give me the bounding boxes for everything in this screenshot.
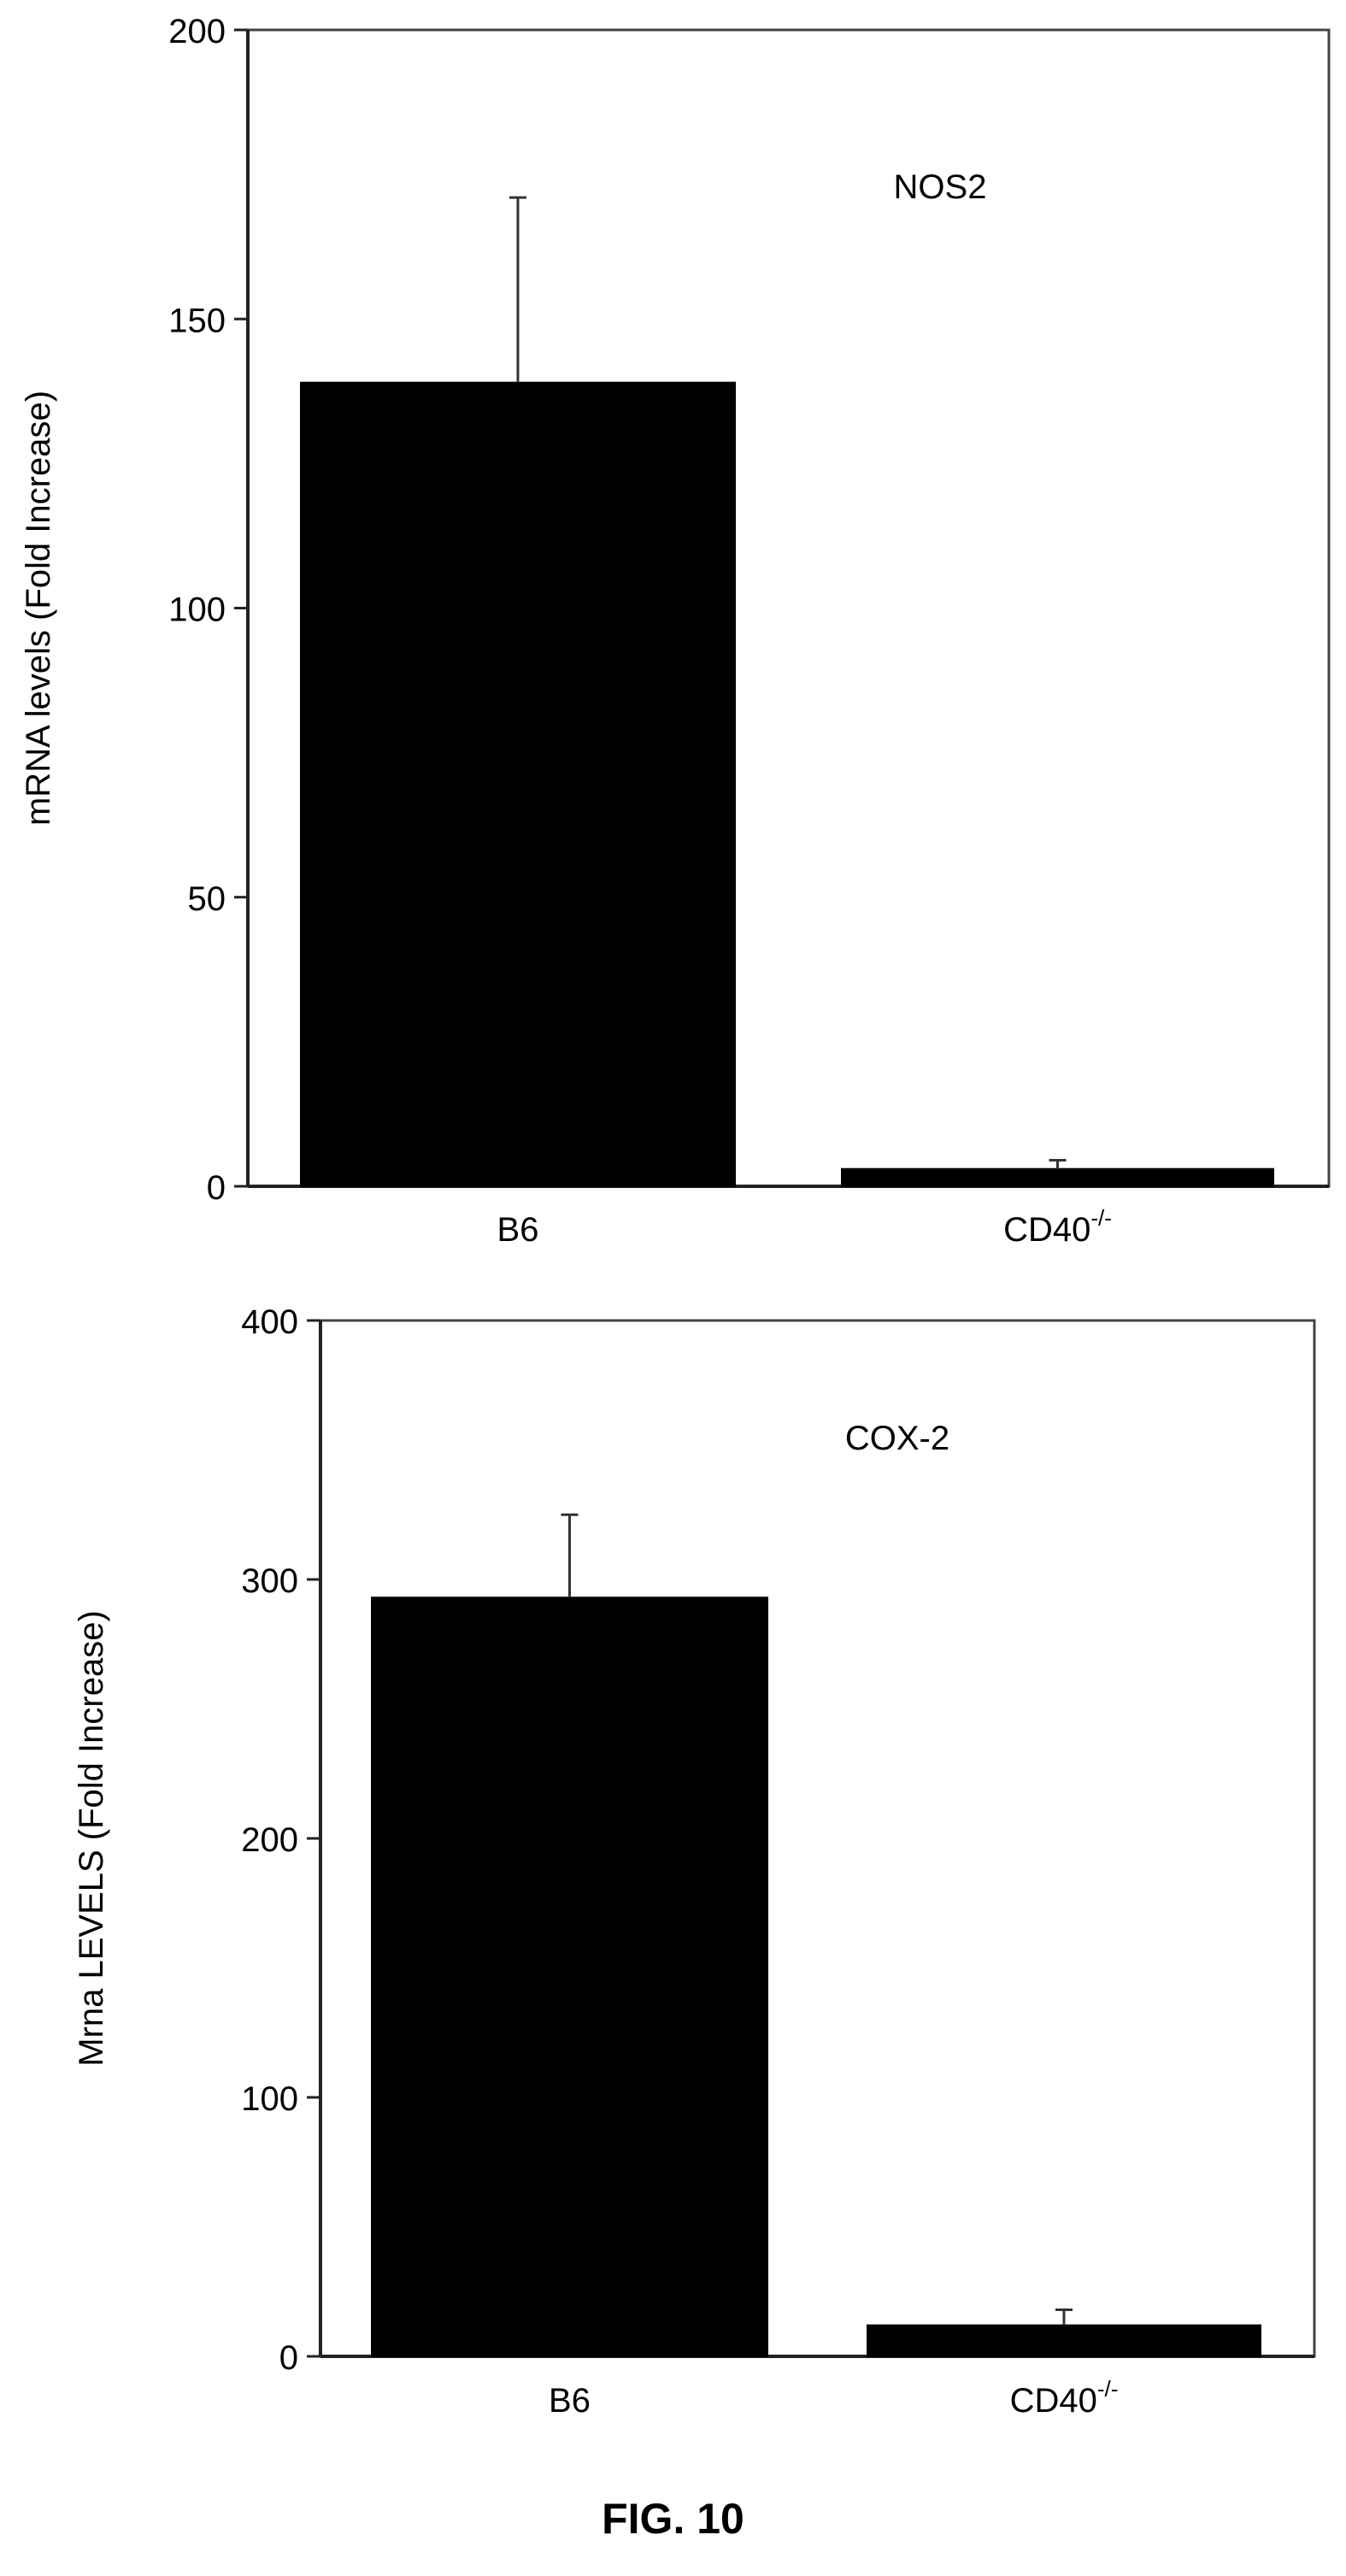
x-tick-label: CD40-/- xyxy=(1003,1205,1112,1249)
y-tick-label: 100 xyxy=(241,2080,298,2118)
chart-title: COX-2 xyxy=(845,1420,949,1457)
bar xyxy=(867,2324,1261,2357)
y-tick-label: 200 xyxy=(241,1821,298,1859)
y-tick-label: 150 xyxy=(168,302,226,339)
y-tick-label: 200 xyxy=(168,13,226,50)
x-tick-label: CD40-/- xyxy=(1010,2376,1119,2420)
figure-caption: FIG. 10 xyxy=(602,2495,744,2543)
bar xyxy=(841,1167,1274,1187)
y-axis-title: Mrna LEVELS (Fold Increase) xyxy=(73,1610,110,2067)
cox2-chart: 0 100 200 300 400 Mrna LEVELS (Fold Increase)… xyxy=(73,1303,1316,2420)
nos2-chart: 0 50 100 150 200 mRNA levels (Fold Increase) N… xyxy=(20,13,1331,1249)
y-tick-label: 50 xyxy=(188,880,226,918)
bar xyxy=(300,381,736,1188)
y-axis-title: mRNA levels (Fold Increase) xyxy=(20,391,57,826)
x-tick-superscript: -/- xyxy=(1097,2376,1119,2402)
chart-title: NOS2 xyxy=(894,168,987,206)
x-tick-label: B6 xyxy=(549,2382,591,2420)
y-tick-label: 400 xyxy=(241,1303,298,1341)
bar xyxy=(371,1597,768,2357)
y-tick-label: 100 xyxy=(168,591,226,629)
y-tick-label: 0 xyxy=(207,1169,226,1207)
y-tick-label: 0 xyxy=(279,2339,298,2377)
y-tick-label: 300 xyxy=(241,1562,298,1600)
x-tick-label: B6 xyxy=(497,1211,539,1249)
x-tick-superscript: -/- xyxy=(1090,1205,1112,1231)
